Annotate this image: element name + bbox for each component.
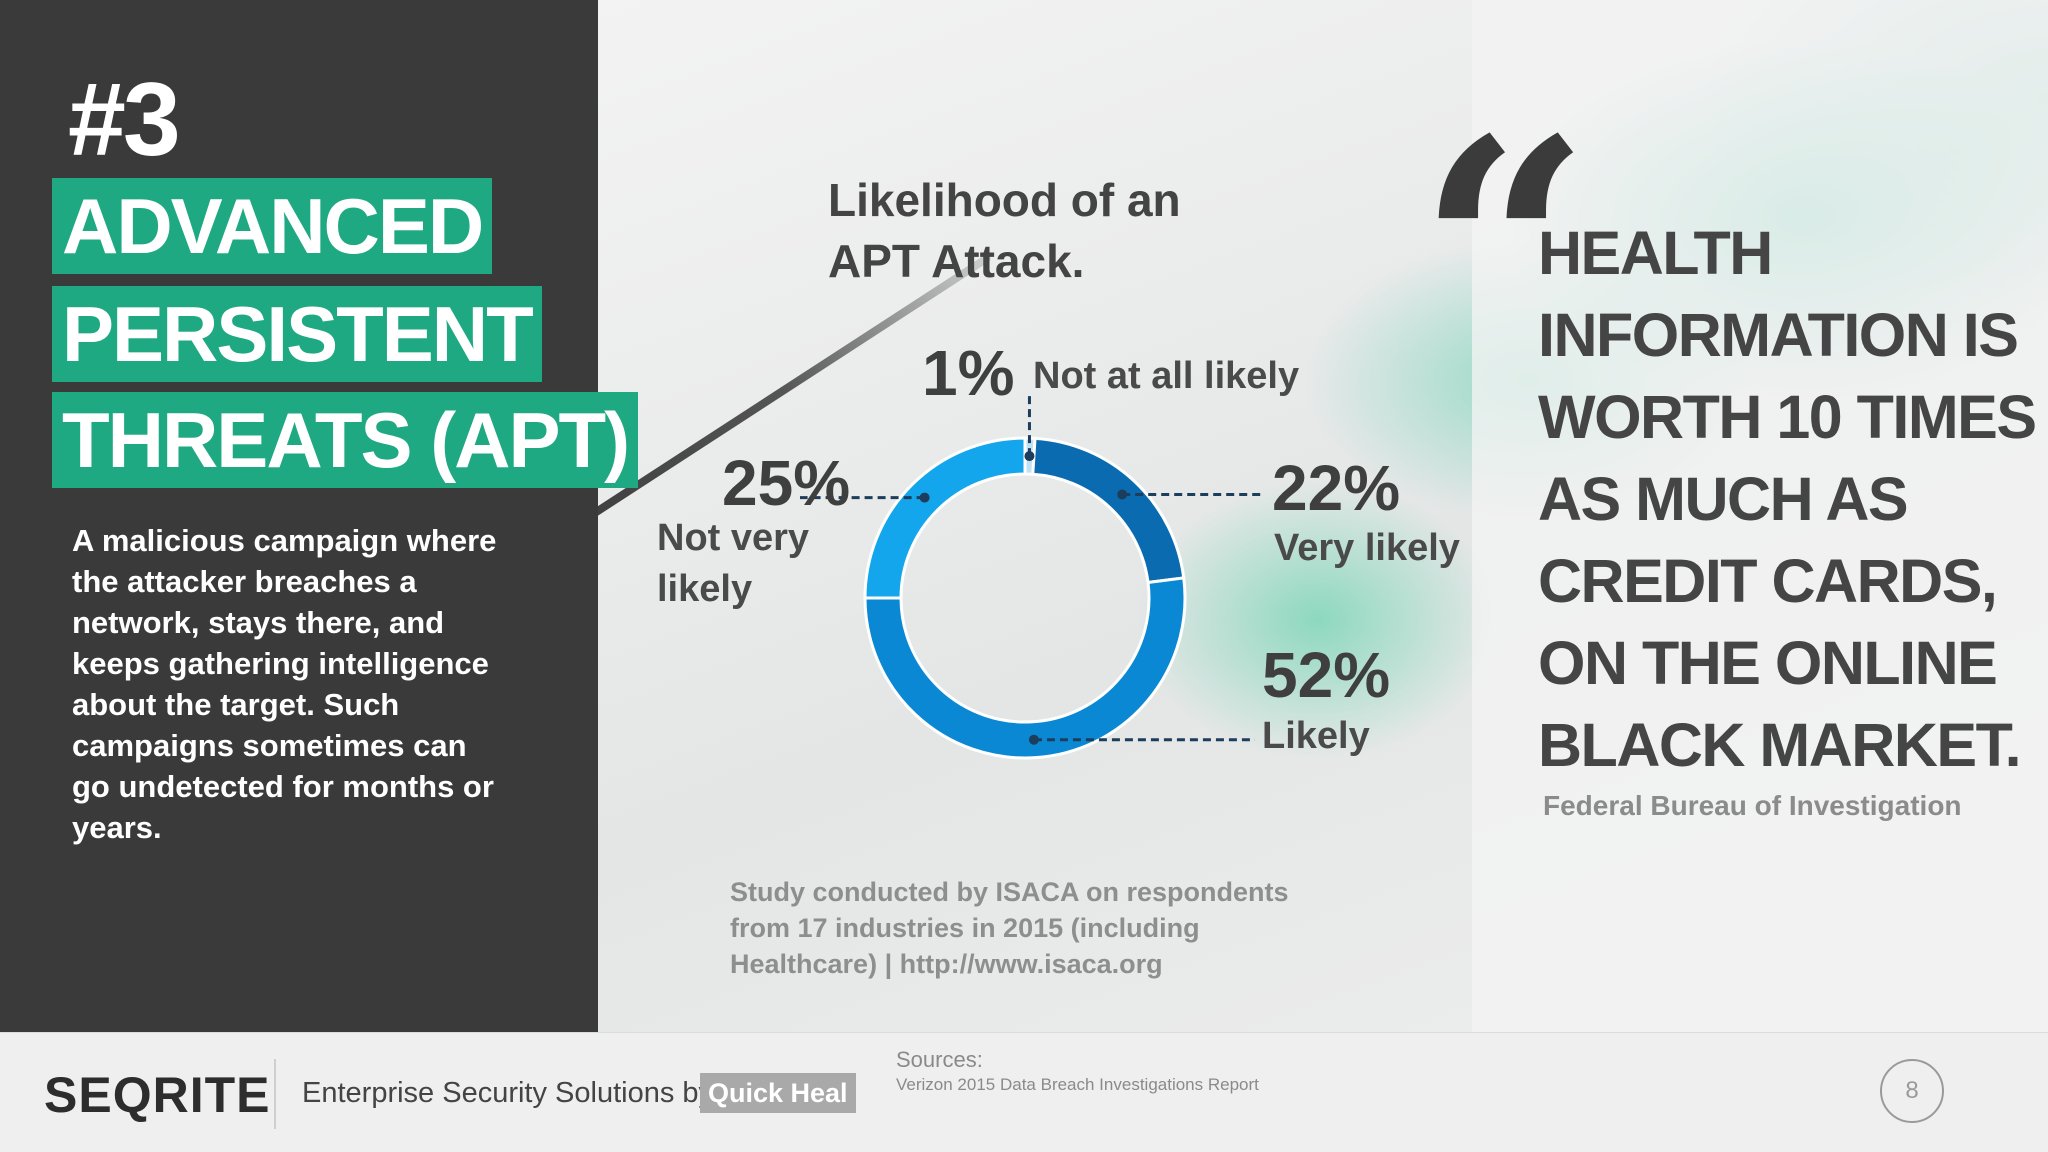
page-number: 8 bbox=[1880, 1059, 1944, 1123]
threat-rank: #3 bbox=[68, 62, 181, 178]
threat-title-line-1: ADVANCED bbox=[52, 178, 493, 274]
leader-dot bbox=[919, 492, 930, 503]
chart-title: Likelihood of an APT Attack. bbox=[828, 174, 1181, 287]
data-label-category: Very likely bbox=[1274, 527, 1460, 569]
study-note: Study conducted by ISACA on respondents … bbox=[730, 877, 1289, 979]
data-label-category: Not very bbox=[657, 517, 809, 559]
donut-slice-very-likely bbox=[1031, 436, 1186, 585]
data-label-percent: 52% bbox=[1262, 639, 1390, 711]
footer-tagline: Enterprise Security Solutions by bbox=[302, 1077, 714, 1109]
data-label-percent: 1% bbox=[922, 337, 1015, 409]
footer-bar: SEQRITE Enterprise Security Solutions by… bbox=[0, 1032, 2048, 1152]
quote-panel-overlay bbox=[1472, 0, 2048, 1032]
donut-slice-not-very-likely bbox=[863, 436, 1027, 600]
leader-dot bbox=[1117, 489, 1128, 500]
quote-text: HEALTH INFORMATION IS WORTH 10 TIMES AS … bbox=[1538, 219, 2037, 779]
data-label-percent: 22% bbox=[1272, 452, 1400, 524]
threat-title-line-3: THREATS (APT) bbox=[52, 392, 639, 488]
leader-dot bbox=[1028, 734, 1039, 745]
footer-divider bbox=[274, 1059, 276, 1129]
quote-source: Federal Bureau of Investigation bbox=[1543, 790, 1962, 821]
quick-heal-logo: Quick Heal bbox=[700, 1073, 856, 1113]
data-label-category: Likely bbox=[1262, 715, 1370, 757]
threat-description: A malicious campaign where the attacker … bbox=[72, 523, 497, 845]
data-label-percent: 25% bbox=[722, 447, 850, 519]
donut-slice-likely bbox=[863, 576, 1187, 760]
quote-mark-icon: “ bbox=[1418, 73, 1591, 426]
leader-dot bbox=[1024, 451, 1035, 462]
data-label-category: likely bbox=[657, 568, 752, 610]
data-label-category: Not at all likely bbox=[1033, 355, 1299, 397]
threat-title-line-2: PERSISTENT bbox=[52, 286, 542, 382]
seqrite-logo: SEQRITE bbox=[44, 1067, 271, 1123]
sources-text: Verizon 2015 Data Breach Investigations … bbox=[896, 1075, 1259, 1094]
left-info-panel: #3 ADVANCED PERSISTENT THREATS (APT) A m… bbox=[0, 0, 639, 1032]
sources-label: Sources: bbox=[896, 1047, 983, 1072]
